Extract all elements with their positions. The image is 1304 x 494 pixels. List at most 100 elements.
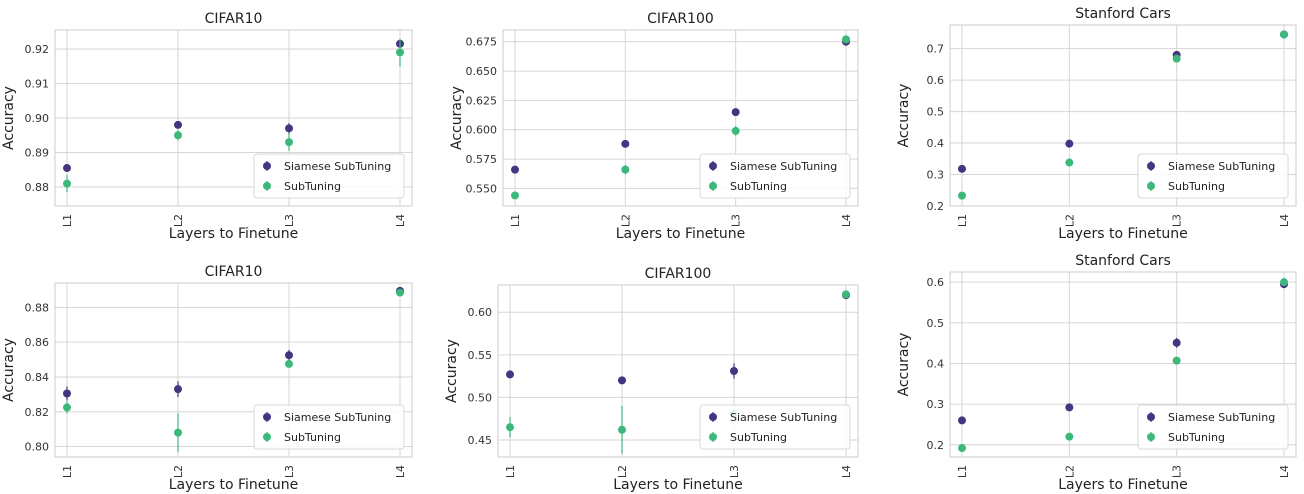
legend-entry: Siamese SubTuning — [284, 160, 391, 173]
legend-box — [1137, 404, 1289, 450]
y-axis-label: Accuracy — [444, 339, 460, 403]
x-tick-label: L2 — [172, 214, 185, 227]
y-tick-label: 0.5 — [927, 106, 945, 119]
legend-box — [253, 153, 405, 199]
chart-title: CIFAR100 — [647, 11, 714, 27]
data-point — [396, 48, 404, 57]
x-axis-label: Layers to Finetune — [1058, 226, 1188, 242]
x-tick-label: L1 — [61, 214, 74, 227]
x-tick-label: L2 — [616, 465, 629, 478]
legend: Siamese SubTuning SubTuning — [1137, 153, 1289, 199]
data-point — [1172, 356, 1181, 365]
x-tick-label: L3 — [1171, 465, 1184, 478]
y-tick-label: 0.4 — [927, 357, 945, 370]
data-point — [1065, 158, 1074, 167]
chart-panel-6: 0.2 0.3 0.4 0.5 0.6 L1 L2 L3 L4 Stanford Cars Laye… — [896, 253, 1297, 493]
data-point — [174, 385, 182, 394]
legend-entry: Siamese SubTuning — [730, 160, 837, 173]
y-tick-label: 0.600 — [466, 124, 498, 137]
y-axis-label: Accuracy — [449, 86, 465, 150]
legend: Siamese SubTuning SubTuning — [699, 404, 851, 450]
data-point — [1280, 278, 1288, 287]
legend-marker — [263, 162, 271, 170]
data-point — [1065, 403, 1074, 412]
x-tick-label: L1 — [509, 214, 522, 227]
data-point — [285, 351, 293, 360]
legend-marker — [1147, 433, 1155, 441]
legend-box — [1137, 153, 1289, 199]
data-point — [730, 367, 738, 375]
legend: Siamese SubTuning SubTuning — [253, 404, 405, 450]
y-tick-label: 0.92 — [25, 43, 50, 56]
data-point — [1172, 338, 1181, 347]
legend-entry: SubTuning — [730, 180, 787, 193]
y-tick-label: 0.5 — [927, 317, 945, 330]
x-axis-label: Layers to Finetune — [169, 477, 299, 493]
legend-entry: Siamese SubTuning — [284, 411, 391, 424]
legend-entry: Siamese SubTuning — [1168, 160, 1275, 173]
x-tick-label: L1 — [956, 465, 969, 478]
data-point — [63, 164, 71, 173]
legend-entry: SubTuning — [284, 180, 341, 193]
legend-marker — [1147, 162, 1155, 170]
y-tick-label: 0.45 — [468, 434, 493, 447]
y-tick-label: 0.2 — [927, 200, 945, 213]
y-tick-label: 0.82 — [25, 406, 50, 419]
axes-frame — [54, 29, 413, 207]
data-point — [958, 416, 966, 425]
y-tick-label: 0.80 — [25, 441, 50, 454]
data-point — [511, 165, 519, 174]
axes-frame — [949, 24, 1297, 207]
x-tick-label: L2 — [1063, 214, 1076, 227]
chart-title: Stanford Cars — [1075, 253, 1171, 269]
x-axis-label: Layers to Finetune — [1058, 477, 1188, 493]
data-point — [618, 376, 626, 385]
data-point — [958, 164, 966, 173]
x-tick-label: L2 — [1063, 465, 1076, 478]
x-tick-label: L4 — [840, 465, 853, 478]
legend-entry: SubTuning — [730, 431, 787, 444]
y-tick-label: 0.7 — [927, 43, 945, 56]
legend-entry: SubTuning — [284, 431, 341, 444]
x-tick-label: L1 — [956, 214, 969, 227]
data-point — [621, 139, 630, 148]
y-tick-label: 0.3 — [927, 169, 945, 182]
x-tick-label: L3 — [728, 465, 741, 478]
legend-marker — [709, 413, 717, 421]
x-tick-label: L4 — [394, 214, 407, 227]
x-tick-label: L1 — [61, 465, 74, 478]
y-tick-label: 0.88 — [25, 301, 50, 314]
y-tick-label: 0.650 — [466, 65, 498, 78]
y-axis-label: Accuracy — [896, 84, 912, 148]
y-tick-label: 0.89 — [25, 147, 50, 160]
axes-frame — [949, 271, 1297, 458]
data-point — [731, 126, 740, 135]
chart-title: CIFAR10 — [205, 11, 263, 27]
x-tick-label: L1 — [504, 465, 517, 478]
data-point — [506, 423, 514, 432]
y-tick-label: 0.4 — [927, 137, 945, 150]
x-tick-label: L4 — [1278, 214, 1291, 227]
legend-box — [699, 153, 851, 199]
x-tick-label: L4 — [394, 465, 407, 478]
data-point — [618, 425, 626, 434]
legend-marker — [1147, 413, 1155, 421]
data-point — [621, 165, 630, 174]
y-tick-label: 0.550 — [466, 182, 498, 195]
y-tick-label: 0.575 — [466, 153, 498, 166]
data-point — [396, 288, 404, 297]
chart-panel-1: 0.88 0.89 0.90 0.91 0.92 L1 L2 L3 L4 CIFAR10 Layer… — [1, 11, 413, 242]
data-point — [1280, 30, 1288, 39]
legend-entry: Siamese SubTuning — [730, 411, 837, 424]
y-axis-label: Accuracy — [1, 86, 17, 150]
legend-entry: SubTuning — [1168, 180, 1225, 193]
y-tick-label: 0.90 — [25, 112, 50, 125]
x-tick-label: L2 — [172, 465, 185, 478]
data-point — [731, 108, 740, 117]
legend-entry: SubTuning — [1168, 431, 1225, 444]
data-point — [174, 120, 182, 129]
legend: Siamese SubTuning SubTuning — [253, 153, 405, 199]
x-axis-label: Layers to Finetune — [613, 477, 743, 493]
y-axis-label: Accuracy — [1, 338, 17, 402]
